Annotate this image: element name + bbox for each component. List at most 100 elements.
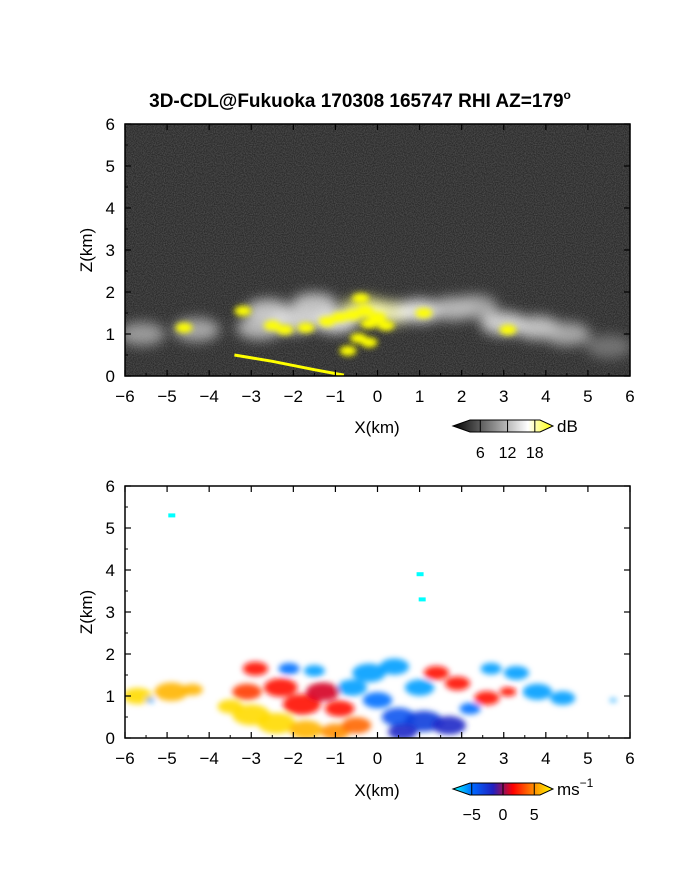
strong-echo-cell xyxy=(343,310,361,321)
x-tick-label: 0 xyxy=(373,387,382,406)
echo-blob xyxy=(451,294,498,319)
x-tick-label: 5 xyxy=(583,387,592,406)
strong-echo-cell xyxy=(356,305,374,316)
velocity-blob xyxy=(278,662,300,675)
velocity-blob xyxy=(337,679,367,696)
echo-blob xyxy=(585,334,630,359)
velocity-colorbar: ms−1 −5 0 5 xyxy=(451,776,594,824)
velocity-blob xyxy=(341,717,372,734)
colorbar-tick-label: 6 xyxy=(476,445,485,462)
y-tick-label: 4 xyxy=(106,561,115,580)
strong-echo-cell xyxy=(297,322,315,333)
x-tick-label: 3 xyxy=(499,387,508,406)
velocity-blob xyxy=(503,665,529,680)
x-tick-label: 2 xyxy=(457,387,466,406)
strong-echo-cell xyxy=(339,345,357,356)
y-tick-label: 6 xyxy=(106,115,115,134)
x-tick-label: 0 xyxy=(373,749,382,768)
velocity-blob xyxy=(499,687,517,697)
velocity-blob xyxy=(232,683,262,700)
colorbar-tick-label: 5 xyxy=(530,807,539,824)
y-tick-label: 3 xyxy=(106,603,115,622)
velocity-blob xyxy=(459,702,481,715)
x-tick-label: −4 xyxy=(199,387,218,406)
strong-echo-cell xyxy=(175,322,193,333)
y-tick-label: 5 xyxy=(106,157,115,176)
velocity-blob xyxy=(522,683,553,700)
x-axis-label: X(km) xyxy=(354,418,399,437)
y-tick-label: 5 xyxy=(106,519,115,538)
isolated-pixel xyxy=(418,597,426,602)
x-tick-label: 2 xyxy=(457,749,466,768)
y-tick-label: 2 xyxy=(106,645,115,664)
x-tick-label: −4 xyxy=(199,749,218,768)
strong-echo-cell xyxy=(331,312,349,323)
y-tick-label: 1 xyxy=(106,325,115,344)
x-tick-label: 6 xyxy=(625,749,634,768)
x-tick-label: −3 xyxy=(242,387,261,406)
x-tick-label: −1 xyxy=(326,749,345,768)
colorbar-tick-label: 12 xyxy=(499,445,517,462)
x-tick-label: −5 xyxy=(157,387,176,406)
velocity-blob xyxy=(242,661,269,676)
strong-echo-cell xyxy=(369,312,386,323)
isolated-pixel xyxy=(168,513,176,518)
x-tick-label: −1 xyxy=(326,387,345,406)
velocity-blob xyxy=(609,698,617,703)
chart-title: 3D-CDL@Fukuoka 170308 165747 RHI AZ=179o xyxy=(149,88,571,112)
velocity-blob xyxy=(480,662,502,675)
reflectivity-colorbar: dB 6 12 18 xyxy=(451,417,578,462)
strong-echo-cell xyxy=(352,293,370,304)
velocity-blob xyxy=(303,665,325,677)
y-axis-label: Z(km) xyxy=(77,228,96,272)
x-tick-label: −5 xyxy=(157,749,176,768)
velocity-blob xyxy=(550,691,576,706)
velocity-blob xyxy=(388,723,418,738)
velocity-blob xyxy=(352,663,386,683)
colorbar-bar xyxy=(451,419,555,433)
x-tick-label: 4 xyxy=(541,387,550,406)
colorbar-tick-label: −5 xyxy=(463,807,481,824)
velocity-blob xyxy=(324,700,355,717)
colorbar-tick-label: 18 xyxy=(526,445,544,462)
y-tick-label: 0 xyxy=(106,367,115,386)
strong-echo-cell xyxy=(234,305,252,316)
x-axis-label: X(km) xyxy=(354,781,399,800)
velocity-blob xyxy=(125,687,153,705)
colorbar-unit: ms−1 xyxy=(557,776,594,799)
velocity-blob xyxy=(263,678,298,697)
x-tick-label: −2 xyxy=(284,749,303,768)
x-tick-label: 6 xyxy=(625,387,634,406)
velocity-blob xyxy=(305,682,340,702)
strong-echo-cell xyxy=(377,320,395,331)
y-tick-label: 4 xyxy=(106,199,115,218)
echo-blob xyxy=(125,322,165,346)
echo-blob xyxy=(543,322,591,346)
strong-echo-cell xyxy=(318,316,336,327)
x-tick-label: −6 xyxy=(115,749,134,768)
velocity-panel: −6 −5 −4 −3 −2 −1 0 1 2 3 4 5 6 0 1 2 3 4 5 6 X(km) Z(km) m… xyxy=(77,477,635,824)
x-tick-label: 1 xyxy=(415,749,424,768)
velocity-blob xyxy=(423,665,450,680)
x-tick-label: 1 xyxy=(415,387,424,406)
strong-echo-cell xyxy=(263,320,281,331)
velocity-blob xyxy=(404,679,435,696)
y-tick-label: 2 xyxy=(106,283,115,302)
velocity-blob xyxy=(474,691,500,706)
ground-clutter-line xyxy=(234,353,345,376)
velocity-blob xyxy=(444,676,471,691)
y-tick-label: 1 xyxy=(106,687,115,706)
velocity-blob xyxy=(289,720,323,738)
velocity-blob xyxy=(257,712,296,734)
x-tick-label: −2 xyxy=(284,387,303,406)
x-tick-label: 3 xyxy=(499,749,508,768)
x-tick-label: −6 xyxy=(115,387,134,406)
colorbar-unit: dB xyxy=(557,417,578,436)
strong-echo-cell xyxy=(276,324,294,335)
y-tick-label: 0 xyxy=(106,729,115,748)
y-tick-label: 6 xyxy=(106,477,115,496)
isolated-pixel xyxy=(416,572,424,577)
y-axis-label: Z(km) xyxy=(77,590,96,634)
